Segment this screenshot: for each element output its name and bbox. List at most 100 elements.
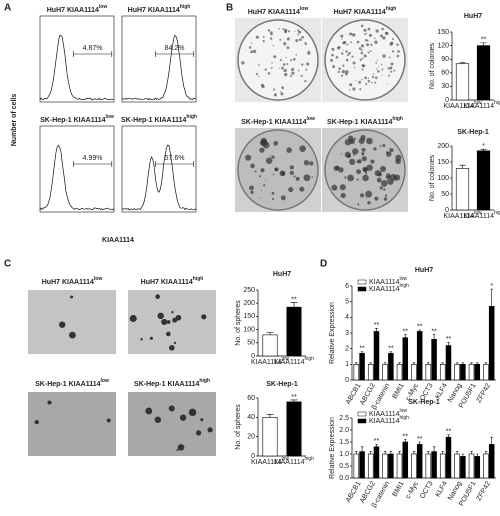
significance: ** (446, 336, 452, 343)
error-bar (484, 362, 488, 365)
error-bar (490, 288, 493, 307)
error-bar (383, 362, 387, 365)
chart-title: HuH7 (273, 271, 291, 278)
gate-percent: 57.6% (165, 155, 185, 162)
colony (386, 83, 389, 85)
plot-frame (121, 15, 197, 103)
y-tick-label: 200 (243, 300, 255, 307)
colony (370, 43, 373, 47)
y-tick-label: 150 (437, 29, 449, 36)
colony (371, 82, 373, 84)
sphere (70, 295, 74, 299)
colony (251, 42, 253, 44)
colony (309, 161, 314, 166)
colony (311, 176, 313, 178)
error-bar (418, 441, 421, 445)
sphere (168, 405, 175, 412)
error-bar (480, 42, 487, 46)
bar (359, 353, 365, 381)
image-title-sup: high (199, 378, 210, 384)
x-tick-label: BMI1 (391, 382, 405, 400)
x-tick-label-main: KIAA1114 (443, 213, 474, 220)
plot-title: HuH7 KIAA1114high (128, 4, 191, 14)
sphere (171, 311, 174, 314)
colony (293, 175, 296, 178)
colony (386, 179, 389, 181)
colony (361, 68, 364, 71)
image-title-sup: low (307, 116, 315, 122)
colony (374, 196, 379, 201)
bar (483, 453, 489, 479)
colony (363, 28, 367, 32)
sphere (69, 331, 76, 339)
sphere (154, 416, 162, 424)
sphere (177, 444, 185, 451)
bar (460, 456, 466, 479)
y-axis-label: Relative Expression (329, 302, 336, 364)
colony (255, 35, 259, 39)
bar (454, 364, 460, 381)
histogram (121, 34, 197, 101)
colony (362, 57, 364, 60)
plot-title-main: HuH7 KIAA1114 (128, 7, 180, 14)
colony (340, 192, 346, 199)
error-bar (441, 362, 444, 365)
image-title-main: SK-Hep-1 KIAA1114 (134, 381, 199, 388)
chart-title: SK-Hep-1 (408, 399, 440, 406)
sphere (179, 414, 187, 421)
error-bar (355, 362, 358, 365)
gate (73, 161, 113, 167)
y-tick-label: 40 (247, 414, 255, 421)
bar (353, 364, 360, 381)
error-bar (389, 451, 393, 454)
panel-label: B (226, 3, 233, 14)
image-title-main: SK-Hep-1 KIAA1114 (241, 119, 306, 126)
colony (299, 38, 302, 42)
colony (352, 33, 356, 37)
y-axis-label: No. of spheres (235, 300, 242, 346)
x-axis-label: KIAA1114 (102, 237, 134, 244)
colony (365, 197, 367, 199)
image-title: SK-Hep-1 KIAA1114high (327, 116, 403, 126)
colony (339, 184, 346, 191)
chart-title: HuH7 (464, 13, 482, 20)
colony (255, 72, 258, 76)
colony (359, 58, 363, 61)
x-tick-label: KIAA1114low (443, 210, 481, 220)
error-bar (383, 451, 387, 454)
colony (376, 59, 379, 61)
image-title-sup: low (94, 276, 102, 282)
colony (304, 42, 308, 45)
error-bar (389, 351, 393, 354)
colony (304, 41, 306, 43)
colony (258, 75, 260, 78)
colony (330, 58, 333, 62)
colony (299, 145, 306, 153)
error-bar (375, 328, 378, 332)
colony (356, 169, 362, 175)
colony (382, 144, 386, 148)
colony (373, 73, 375, 75)
micrograph (128, 290, 216, 354)
colony (335, 165, 340, 170)
colony (361, 24, 364, 27)
colony (270, 155, 272, 157)
y-tick-label: 50 (441, 191, 449, 198)
colony (262, 40, 265, 43)
colony (342, 49, 344, 51)
plot-title-sup: low (106, 114, 114, 120)
colony (364, 172, 368, 175)
sphere (140, 338, 143, 341)
colony (354, 66, 356, 69)
colony (387, 67, 390, 70)
colony (270, 66, 273, 69)
colony (365, 55, 367, 58)
bar (474, 456, 481, 479)
error-bar (290, 302, 298, 308)
panel-label: A (4, 3, 11, 14)
colony (331, 48, 333, 50)
y-tick-label: 1.0 (339, 451, 349, 458)
legend-swatch (357, 279, 367, 285)
colony (367, 200, 371, 205)
significance: ** (388, 346, 394, 353)
